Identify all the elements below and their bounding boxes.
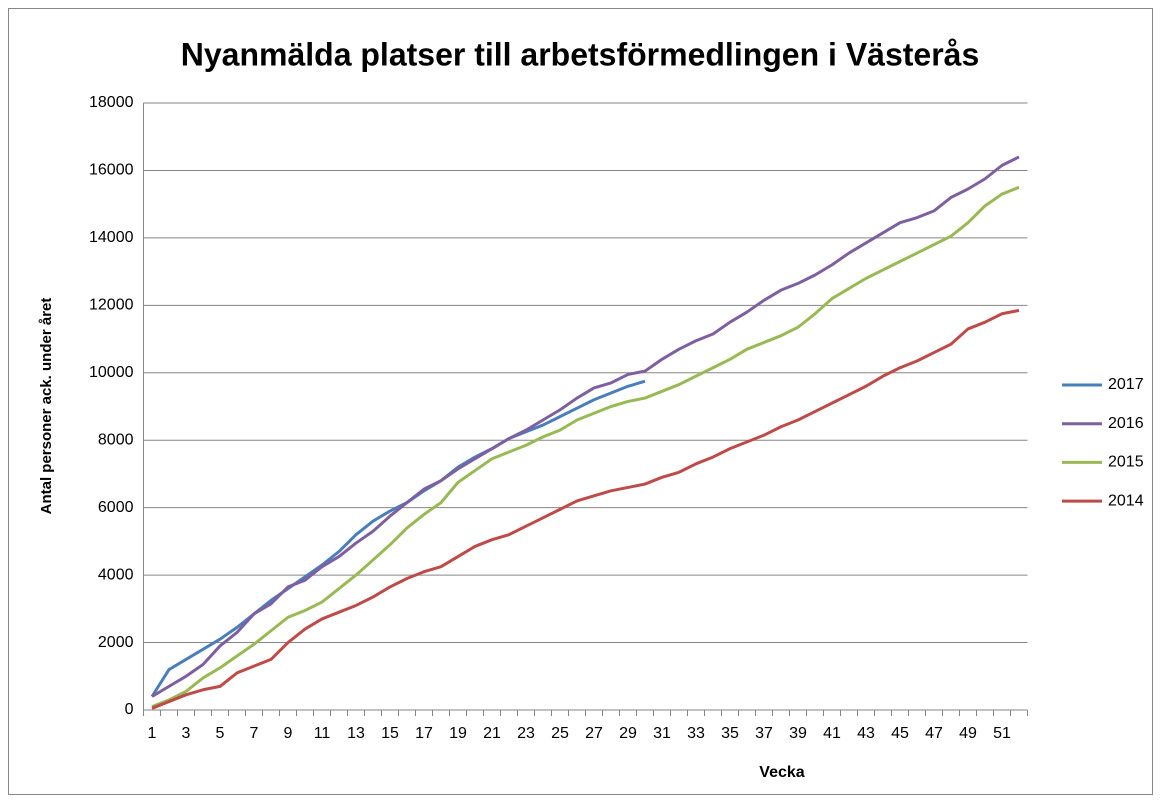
y-tick-label: 4000 bbox=[98, 566, 134, 583]
series-line bbox=[151, 308, 1020, 710]
x-tick-label: 9 bbox=[284, 725, 293, 742]
chart-title: Nyanmälda platser till arbetsförmedlinge… bbox=[181, 36, 980, 72]
x-tick-label: 29 bbox=[619, 725, 637, 742]
chart-border bbox=[8, 8, 1153, 795]
x-tick-label: 15 bbox=[381, 725, 399, 742]
x-tick-label: 43 bbox=[857, 725, 875, 742]
x-tick-label: 49 bbox=[959, 725, 977, 742]
x-tick-label: 47 bbox=[925, 725, 943, 742]
x-tick-label: 13 bbox=[347, 725, 365, 742]
y-tick-label: 16000 bbox=[89, 162, 134, 179]
y-tick-label: 10000 bbox=[89, 364, 134, 381]
x-tick-label: 21 bbox=[483, 725, 501, 742]
legend-label: 2016 bbox=[1108, 415, 1144, 432]
x-tick-label: 11 bbox=[314, 725, 331, 742]
y-tick-label: 12000 bbox=[89, 297, 134, 314]
x-tick-label: 1 bbox=[148, 725, 157, 742]
x-tick-label: 23 bbox=[517, 725, 535, 742]
x-tick-label: 3 bbox=[182, 725, 191, 742]
y-tick-label: 8000 bbox=[98, 431, 134, 448]
legend-label: 2015 bbox=[1108, 454, 1144, 471]
legend-label: 2014 bbox=[1108, 492, 1144, 509]
x-tick-label: 7 bbox=[250, 725, 259, 742]
x-tick-label: 39 bbox=[789, 725, 807, 742]
y-axis-label: Antal personer ack. under året bbox=[38, 298, 55, 515]
x-tick-label: 5 bbox=[216, 725, 225, 742]
x-axis-label: Vecka bbox=[759, 764, 804, 781]
x-tick-label: 37 bbox=[755, 725, 773, 742]
x-tick-label: 27 bbox=[585, 725, 603, 742]
x-tick-label: 31 bbox=[653, 725, 671, 742]
series-line bbox=[150, 379, 646, 698]
x-tick-label: 35 bbox=[721, 725, 739, 742]
series-line bbox=[151, 155, 1020, 698]
legend-label: 2017 bbox=[1108, 376, 1144, 393]
series-line bbox=[151, 185, 1020, 709]
x-tick-label: 41 bbox=[823, 725, 841, 742]
x-tick-label: 19 bbox=[449, 725, 467, 742]
x-tick-label: 25 bbox=[551, 725, 569, 742]
x-tick-label: 33 bbox=[687, 725, 705, 742]
y-tick-label: 14000 bbox=[89, 229, 134, 246]
y-tick-label: 2000 bbox=[98, 634, 134, 651]
x-tick-label: 45 bbox=[891, 725, 909, 742]
y-tick-label: 6000 bbox=[98, 499, 134, 516]
x-tick-label: 51 bbox=[993, 725, 1011, 742]
y-tick-label: 0 bbox=[125, 701, 134, 718]
y-tick-label: 18000 bbox=[89, 94, 134, 111]
x-tick-label: 17 bbox=[415, 725, 433, 742]
